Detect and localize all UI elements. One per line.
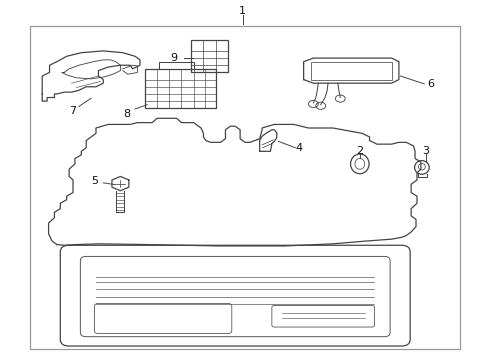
Text: 1: 1 (239, 6, 246, 16)
Text: 2: 2 (356, 145, 364, 156)
Text: 4: 4 (295, 143, 302, 153)
Bar (311, 62, 392, 80)
Text: 9: 9 (171, 53, 178, 63)
Text: 5: 5 (91, 176, 98, 186)
Text: 3: 3 (422, 145, 429, 156)
Text: 6: 6 (427, 79, 434, 89)
Bar (191, 40, 228, 72)
Text: 7: 7 (69, 106, 76, 116)
Bar (145, 69, 216, 108)
Bar (30, 26, 460, 348)
Text: 8: 8 (123, 109, 130, 119)
